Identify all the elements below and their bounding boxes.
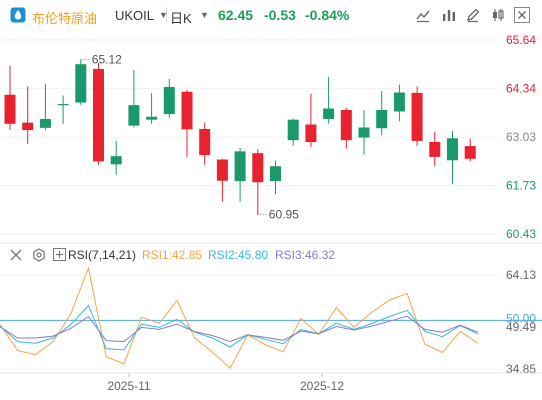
price-grid xyxy=(0,39,542,244)
candle-body xyxy=(464,146,476,159)
candle-body xyxy=(146,116,158,120)
date-tick-label: 2025-12 xyxy=(300,379,344,393)
symbol-selector[interactable]: UKOIL xyxy=(115,8,155,23)
candle-body xyxy=(358,127,370,138)
candle-body xyxy=(216,159,228,181)
date-axis: 2025-11 2025-12 xyxy=(0,372,542,393)
candle-body xyxy=(4,94,16,124)
candle-body xyxy=(93,69,104,162)
candle-body xyxy=(199,128,211,156)
rsi-tick-label: 64.13 xyxy=(506,268,536,282)
candle-body xyxy=(181,91,193,130)
candle-body xyxy=(110,156,122,165)
last-price: 62.45 xyxy=(218,7,254,23)
candle-series xyxy=(4,59,476,215)
rsi-tick-label: 49.49 xyxy=(506,320,536,334)
candle-body xyxy=(22,122,34,131)
price-change: -0.53 xyxy=(264,7,296,23)
rsi-tick-label: 34.85 xyxy=(506,362,536,376)
oil-drop-icon xyxy=(10,7,26,23)
candle-style-icon[interactable] xyxy=(489,6,507,24)
rsi1-value: RSI1:42.85 xyxy=(142,248,203,262)
high-annotation: 65.12 xyxy=(92,52,122,66)
pen-icon[interactable] xyxy=(464,6,482,24)
chevron-down-icon[interactable]: ▼ xyxy=(200,10,209,20)
rsi-line-rsi2 xyxy=(0,304,479,351)
candle-body xyxy=(128,105,140,126)
price-annotations: 65.12 60.95 xyxy=(80,52,299,222)
collapse-icon[interactable] xyxy=(10,249,22,261)
rsi-legend: RSI(7,14,21) RSI1:42.85 RSI2:45.80 RSI3:… xyxy=(0,245,542,265)
candle-body xyxy=(234,151,246,182)
rsi2-value: RSI2:45.80 xyxy=(208,248,269,262)
candle-body xyxy=(429,142,441,157)
candle-body xyxy=(287,119,299,141)
rsi-lines xyxy=(0,266,479,370)
candle-body xyxy=(270,166,281,182)
date-tick-label: 2025-11 xyxy=(107,379,150,393)
rsi-line-rsi3 xyxy=(0,315,479,343)
candle-body xyxy=(39,118,51,128)
candle-body xyxy=(252,153,264,183)
rsi-line-rsi1 xyxy=(0,266,479,370)
price-tick-label: 63.03 xyxy=(506,130,536,144)
low-annotation: 60.95 xyxy=(269,208,299,222)
price-change-percent: -0.84% xyxy=(305,7,350,23)
price-axis: 65.64 64.34 63.03 61.73 60.43 xyxy=(506,33,536,241)
candle-body xyxy=(75,64,87,103)
chart-header: 布伦特原油 UKOIL ▼ 日K ▼ 62.45 -0.53 -0.84% xyxy=(0,0,542,30)
rsi-grid xyxy=(0,274,542,370)
candle-body xyxy=(393,92,405,112)
gear-icon[interactable] xyxy=(32,248,46,262)
candle-body xyxy=(323,108,335,119)
candle-body xyxy=(411,92,423,141)
price-tick-label: 61.73 xyxy=(506,179,536,193)
header-divider xyxy=(166,7,167,23)
candle-body xyxy=(305,124,317,143)
draw-trendline-icon[interactable] xyxy=(414,6,432,24)
candle-body xyxy=(447,138,458,161)
rsi-tick-label: 50.00 xyxy=(506,311,536,325)
candle-body xyxy=(340,110,352,141)
candle-body xyxy=(376,110,388,129)
candle-body xyxy=(57,104,69,106)
close-icon[interactable] xyxy=(513,6,531,24)
chevron-down-icon[interactable]: ▼ xyxy=(159,10,168,20)
period-selector[interactable]: 日K xyxy=(170,11,192,26)
expand-icon[interactable] xyxy=(53,248,66,261)
price-tick-label: 65.64 xyxy=(506,33,536,47)
candle-body xyxy=(163,86,175,115)
indicator-icon[interactable] xyxy=(440,6,458,24)
instrument-name: 布伦特原油 xyxy=(32,11,98,26)
price-tick-label: 60.43 xyxy=(506,227,536,241)
price-tick-label: 64.34 xyxy=(506,81,536,95)
rsi3-value: RSI3:46.32 xyxy=(275,248,336,262)
rsi-title: RSI(7,14,21) xyxy=(68,248,137,262)
